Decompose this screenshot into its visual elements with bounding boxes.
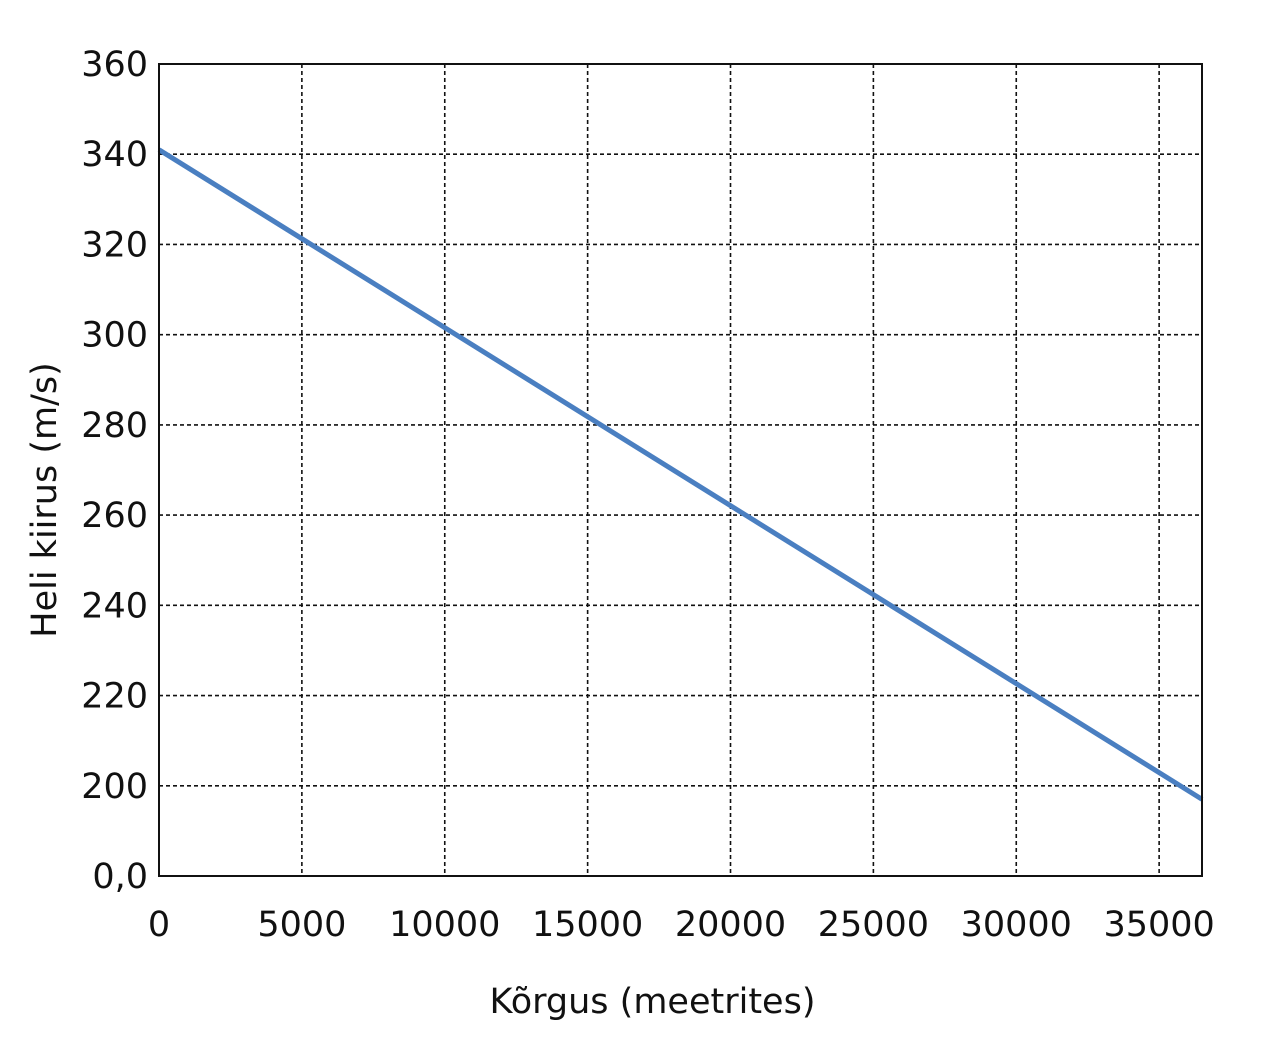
y-tick-label: 340 (81, 135, 148, 175)
x-tick-label: 25000 (818, 905, 929, 945)
x-tick-label: 20000 (675, 905, 786, 945)
x-tick-label: 35000 (1103, 905, 1214, 945)
x-tick-label: 10000 (389, 905, 500, 945)
y-tick-label: 360 (81, 45, 148, 85)
x-tick-label: 30000 (961, 905, 1072, 945)
x-tick-label: 15000 (532, 905, 643, 945)
plot-frame (158, 63, 1203, 877)
y-tick-label: 200 (81, 767, 148, 807)
y-tick-label: 0,0 (92, 857, 148, 897)
y-tick-labels: 0,0 200 220 240 260 280 300 320 340 360 (81, 45, 148, 897)
x-tick-labels: 0 5000 10000 15000 20000 25000 30000 35000 (148, 905, 1215, 945)
y-tick-label: 320 (81, 225, 148, 265)
x-tick-label: 5000 (257, 905, 346, 945)
y-axis-label: Heli kiirus (m/s) (25, 362, 65, 638)
x-tick-label: 0 (148, 905, 170, 945)
y-tick-label: 240 (81, 586, 148, 626)
series-layer (157, 147, 1204, 802)
grid-lines (159, 64, 1202, 876)
y-tick-label: 220 (81, 677, 148, 717)
y-tick-label: 280 (81, 406, 148, 446)
x-axis-label: Kõrgus (meetrites) (490, 982, 816, 1022)
series-line-1 (157, 147, 1204, 802)
y-tick-label: 260 (81, 496, 148, 536)
y-tick-label: 300 (81, 316, 148, 356)
